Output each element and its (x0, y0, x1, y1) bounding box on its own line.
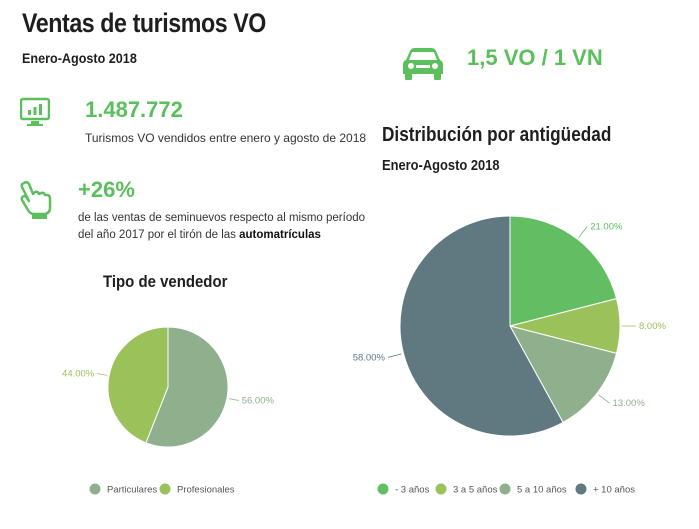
age-legend-swatch (499, 483, 511, 495)
pointing-hand-icon (20, 180, 52, 219)
seller-slice-particulares[interactable] (145, 326, 229, 448)
page-title: Ventas de turismos VO (22, 8, 266, 38)
age-legend-label[interactable]: 3 a 5 años (453, 485, 498, 496)
age-leader-line (598, 394, 610, 404)
age-slice-10-años[interactable] (399, 215, 564, 437)
seller-type-chart-title: Tipo de vendedor (103, 272, 228, 291)
age-slice-3-años[interactable] (509, 215, 618, 327)
age-leader-line (578, 226, 588, 238)
age-legend-label[interactable]: 5 a 10 años (517, 485, 567, 496)
monitor-chart-icon (20, 97, 50, 126)
age-legend-label[interactable]: - 3 años (395, 485, 430, 496)
page-subtitle: Enero-Agosto 2018 (22, 50, 137, 66)
car-icon (403, 48, 443, 80)
seller-legend-swatch (89, 483, 101, 495)
seller-slice-profesionales[interactable] (107, 326, 169, 444)
age-value-label: 58.00% (353, 352, 386, 363)
age-chart-subtitle: Enero-Agosto 2018 (382, 157, 500, 174)
age-leader-line (387, 353, 402, 358)
seller-legend-label[interactable]: Particulares (107, 485, 157, 496)
sold-units-description: Turismos VO vendidos entre enero y agost… (85, 131, 367, 145)
age-legend-swatch (575, 483, 587, 495)
sold-units-value: 1.487.772 (85, 97, 183, 122)
growth-description-bold: automatrículas (239, 229, 321, 241)
ratio-vo-vn: 1,5 VO / 1 VN (467, 45, 603, 70)
age-chart-title: Distribución por antigüedad (382, 124, 612, 146)
age-value-label: 13.00% (613, 398, 646, 409)
seller-value-label: 56.00% (242, 395, 275, 406)
seller-leader-line (97, 373, 108, 376)
growth-description: de las ventas de seminuevos respecto al … (78, 210, 378, 244)
age-legend-swatch (435, 483, 447, 495)
seller-value-label: 44.00% (62, 369, 95, 380)
growth-description-text: de las ventas de seminuevos respecto al … (78, 212, 366, 241)
age-legend-label[interactable]: + 10 años (593, 485, 635, 496)
seller-legend-swatch (159, 483, 171, 495)
growth-value: +26% (78, 177, 135, 202)
age-legend-swatch (377, 483, 389, 495)
age-value-label: 8.00% (639, 321, 666, 332)
seller-leader-line (228, 398, 239, 401)
age-slice-5-a-10-años[interactable] (509, 325, 618, 424)
age-value-label: 21.00% (590, 221, 623, 232)
seller-legend-label[interactable]: Profesionales (177, 485, 235, 496)
